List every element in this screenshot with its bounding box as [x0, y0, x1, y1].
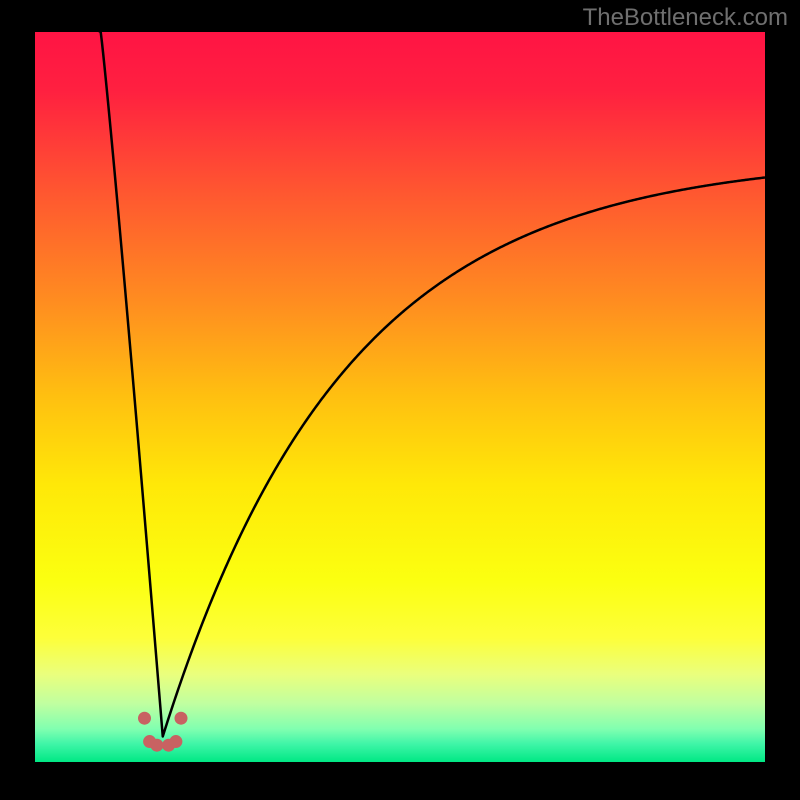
valley-marker	[170, 736, 182, 748]
plot-gradient-background	[35, 32, 765, 762]
valley-marker	[139, 712, 151, 724]
watermark-text: TheBottleneck.com	[583, 4, 788, 32]
valley-marker	[151, 739, 163, 751]
valley-marker	[175, 712, 187, 724]
bottleneck-plot	[0, 0, 800, 800]
